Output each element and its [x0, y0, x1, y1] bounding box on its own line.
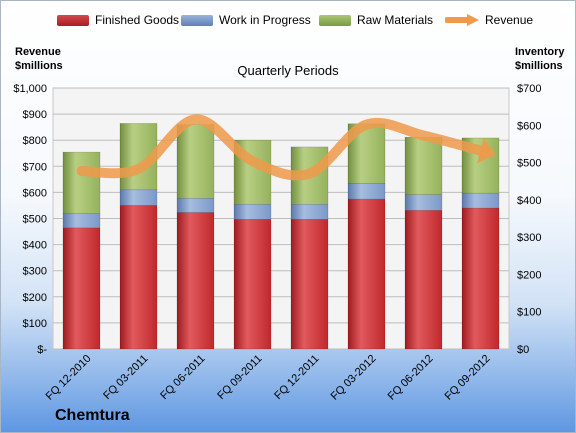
- right-axis-tick-label: $600: [517, 120, 541, 132]
- bar-finished-goods: [119, 205, 158, 350]
- legend: Finished Goods Work in Progress Raw Mate…: [1, 10, 575, 30]
- legend-item-revenue: Revenue: [445, 10, 533, 30]
- bar-finished-goods: [290, 218, 329, 350]
- revenue-arrowhead: [477, 138, 496, 164]
- left-axis-tick-label: $500: [23, 214, 47, 226]
- x-axis-tick-label: FQ 12-2011: [272, 353, 321, 402]
- legend-item-work-in-progress: Work in Progress: [181, 10, 311, 30]
- x-axis-tick-label: FQ 12-2010: [44, 353, 94, 403]
- bar-work-in-progress: [461, 192, 500, 209]
- legend-item-raw-materials: Raw Materials: [319, 10, 433, 30]
- right-axis-tick-label: $500: [517, 158, 541, 170]
- right-axis-tick-label: $200: [517, 269, 541, 281]
- right-axis-tick-label: $400: [517, 195, 541, 207]
- x-axis-tick-label: FQ 09-2012: [443, 353, 493, 403]
- right-axis-tick-label: $100: [517, 307, 541, 319]
- left-axis-tick-label: $-: [37, 344, 47, 356]
- left-axis-title: Revenue $millions: [15, 46, 63, 72]
- left-axis-tick-label: $800: [23, 135, 47, 147]
- bar-finished-goods: [233, 218, 272, 350]
- right-axis-title: Inventory $millions: [515, 46, 565, 72]
- left-axis-tick-label: $400: [23, 240, 47, 252]
- left-axis-tick-label: $700: [23, 161, 47, 173]
- bar-finished-goods: [347, 198, 386, 350]
- left-axis-tick-label: $200: [23, 292, 47, 304]
- right-axis-tick-label: $700: [517, 83, 541, 95]
- right-axis-tick-label: $300: [517, 232, 541, 244]
- left-axis-tick-label: $100: [23, 318, 47, 330]
- bar-work-in-progress: [290, 204, 329, 220]
- bar-work-in-progress: [233, 204, 272, 220]
- left-axis-tick-label: $600: [23, 187, 47, 199]
- legend-label: Finished Goods: [95, 13, 180, 27]
- bar-finished-goods: [176, 212, 215, 350]
- legend-label: Raw Materials: [357, 13, 434, 27]
- x-axis-tick-label: FQ 09-2011: [215, 353, 264, 402]
- left-axis-tick-label: $900: [23, 109, 47, 121]
- legend-label: Work in Progress: [219, 13, 311, 27]
- revenue-line: [76, 114, 486, 181]
- legend-label: Revenue: [485, 13, 534, 27]
- bar-finished-goods: [461, 207, 500, 350]
- bar-work-in-progress: [62, 213, 101, 229]
- bar-raw-materials: [404, 136, 443, 195]
- bar-finished-goods: [404, 210, 443, 350]
- bar-raw-materials: [176, 124, 215, 199]
- bar-work-in-progress: [404, 194, 443, 211]
- chart-title: Quarterly Periods: [237, 63, 339, 78]
- legend-arrow-icon: [445, 14, 479, 26]
- company-name: Chemtura: [55, 407, 130, 424]
- x-axis-tick-label: FQ 03-2012: [329, 353, 379, 403]
- bar-finished-goods: [62, 227, 101, 350]
- legend-swatch: [181, 14, 213, 26]
- left-axis-tick-label: $300: [23, 266, 47, 278]
- legend-item-finished-goods: Finished Goods: [57, 10, 179, 30]
- x-axis-tick-label: FQ 03-2011: [101, 353, 150, 402]
- left-axis-tick-label: $1,000: [13, 83, 47, 95]
- legend-swatch: [57, 14, 89, 26]
- right-axis-tick-label: $0: [517, 344, 529, 356]
- x-axis-tick-label: FQ 06-2012: [386, 353, 436, 403]
- legend-swatch: [319, 14, 351, 26]
- bar-raw-materials: [62, 151, 101, 214]
- x-axis-tick-label: FQ 06-2011: [158, 353, 207, 402]
- bar-work-in-progress: [347, 183, 386, 200]
- bar-work-in-progress: [176, 198, 215, 213]
- bar-work-in-progress: [119, 189, 158, 206]
